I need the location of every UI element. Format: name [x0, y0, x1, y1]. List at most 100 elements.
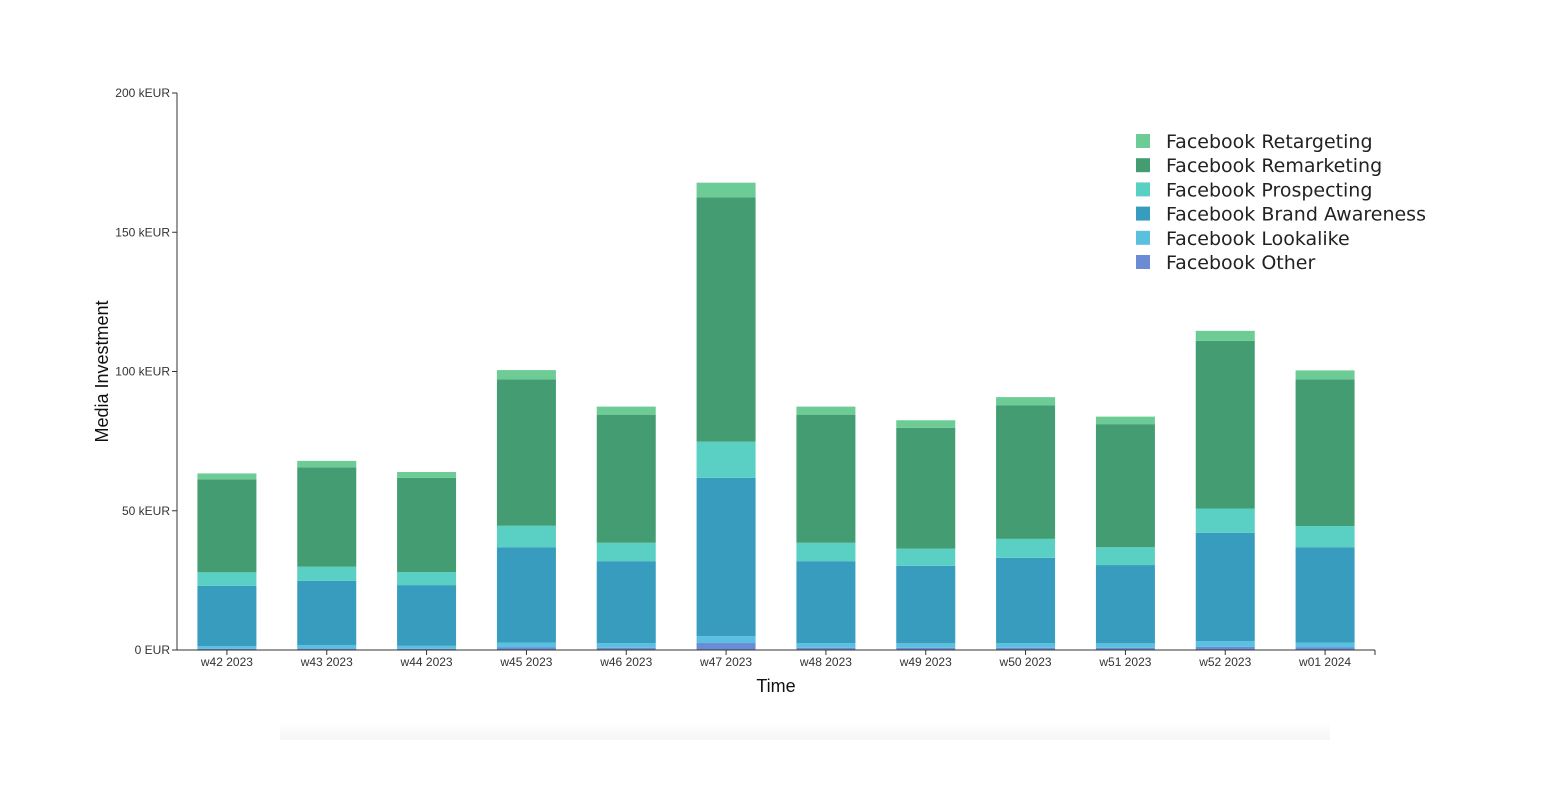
bar-segment-w42-2023-series-5: [197, 473, 257, 480]
legend-label: Facebook Remarketing: [1166, 155, 1382, 177]
x-axis-title: Time: [756, 676, 795, 696]
x-tick-label: w45 2023: [499, 655, 552, 669]
bar-segment-w47-2023-series-3: [696, 441, 756, 478]
x-tick-label: w50 2023: [999, 655, 1052, 669]
x-tick-label: w44 2023: [400, 655, 453, 669]
bar-segment-w49-2023-series-4: [896, 427, 956, 549]
bar-segment-w49-2023-series-3: [896, 548, 956, 566]
bar-segment-w52-2023-series-0: [1195, 646, 1255, 650]
bar-segment-w47-2023-series-0: [696, 643, 756, 650]
y-axis-title: Media Investment: [92, 300, 112, 442]
bar-segment-w51-2023-series-4: [1095, 424, 1155, 548]
bar-segment-w49-2023-series-1: [896, 643, 956, 648]
bar-segment-w48-2023-series-5: [796, 406, 856, 415]
legend-label: Facebook Prospecting: [1166, 179, 1372, 201]
x-tick-label: w49 2023: [899, 655, 952, 669]
x-tick-label: w47 2023: [699, 655, 752, 669]
bar-segment-w01-2024-series-2: [1295, 547, 1355, 643]
bar-segment-w52-2023-series-1: [1195, 641, 1255, 647]
bar-segment-w50-2023-series-3: [996, 538, 1056, 558]
bar-segment-w44-2023-series-5: [397, 472, 457, 478]
bar-segment-w46-2023-series-3: [596, 542, 656, 562]
y-tick-label: 200 kEUR: [115, 86, 170, 100]
bar-segment-w51-2023-series-0: [1095, 647, 1155, 650]
bar-segment-w46-2023-series-4: [596, 414, 656, 543]
y-tick-label: 150 kEUR: [115, 225, 170, 239]
bar-segment-w44-2023-series-1: [397, 645, 457, 649]
bar-segment-w42-2023-series-3: [197, 572, 257, 586]
bar-segment-w46-2023-series-1: [596, 643, 656, 648]
legend-swatch: [1136, 182, 1150, 197]
bar-segment-w01-2024-series-0: [1295, 647, 1355, 650]
bar-segment-w45-2023-series-5: [496, 370, 556, 380]
bar-segment-w48-2023-series-4: [796, 414, 856, 543]
bar-segment-w48-2023-series-0: [796, 647, 856, 650]
bar-segment-w51-2023-series-1: [1095, 643, 1155, 648]
x-tick-label: w42 2023: [200, 655, 253, 669]
bar-segment-w43-2023-series-4: [297, 467, 357, 567]
bar-segment-w01-2024-series-1: [1295, 642, 1355, 648]
bar-segment-w49-2023-series-2: [896, 565, 956, 644]
legend-swatch: [1136, 206, 1150, 221]
bar-segment-w49-2023-series-5: [896, 420, 956, 428]
legend-label: Facebook Brand Awareness: [1166, 204, 1426, 226]
bar-segment-w45-2023-series-3: [496, 525, 556, 548]
bar-segment-w47-2023-series-2: [696, 477, 756, 637]
bar-segment-w43-2023-series-2: [297, 580, 357, 645]
bar-segment-w52-2023-series-4: [1195, 340, 1255, 509]
bar-segment-w50-2023-series-0: [996, 647, 1056, 650]
bar-segment-w48-2023-series-1: [796, 643, 856, 648]
bar-segment-w01-2024-series-5: [1295, 370, 1355, 380]
bar-segment-w42-2023-series-4: [197, 479, 257, 573]
bar-segment-w52-2023-series-3: [1195, 508, 1255, 533]
bar-segment-w51-2023-series-3: [1095, 547, 1155, 566]
x-tick-label: w52 2023: [1198, 655, 1251, 669]
y-tick-label: 0 EUR: [135, 643, 171, 657]
bar-segment-w45-2023-series-2: [496, 547, 556, 643]
legend-label: Facebook Lookalike: [1166, 228, 1350, 250]
bar-segment-w46-2023-series-5: [596, 406, 656, 415]
bar-segment-w45-2023-series-1: [496, 642, 556, 648]
x-tick-label: w51 2023: [1098, 655, 1151, 669]
bar-segment-w47-2023-series-5: [696, 182, 756, 198]
legend-swatch: [1136, 230, 1150, 245]
bar-segment-w51-2023-series-5: [1095, 416, 1155, 425]
x-tick-label: w43 2023: [300, 655, 353, 669]
bar-segment-w48-2023-series-2: [796, 561, 856, 644]
bar-segment-w47-2023-series-1: [696, 636, 756, 644]
bar-segment-w51-2023-series-2: [1095, 565, 1155, 644]
bar-segment-w48-2023-series-3: [796, 542, 856, 562]
bar-segment-w42-2023-series-0: [197, 648, 257, 650]
bar-segment-w47-2023-series-4: [696, 197, 756, 442]
bar-segment-w01-2024-series-4: [1295, 379, 1355, 527]
bar-segment-w50-2023-series-4: [996, 405, 1056, 539]
bars-layer: [197, 182, 1355, 650]
bar-segment-w42-2023-series-2: [197, 585, 257, 647]
y-axis: 0 EUR 50 kEUR 100 kEUR 150 kEUR 200 kEUR: [115, 86, 178, 657]
x-axis: w42 2023 w43 2023 w44 2023 w45 2023 w46 2023…: [177, 649, 1376, 669]
bar-segment-w44-2023-series-2: [397, 585, 457, 646]
bar-segment-w52-2023-series-2: [1195, 532, 1255, 642]
bar-segment-w45-2023-series-0: [496, 647, 556, 650]
bar-segment-w49-2023-series-0: [896, 647, 956, 650]
bar-segment-w45-2023-series-4: [496, 379, 556, 526]
x-tick-label: w01 2024: [1298, 655, 1351, 669]
legend-label: Facebook Other: [1166, 252, 1315, 274]
bar-segment-w43-2023-series-0: [297, 648, 357, 650]
bar-segment-w44-2023-series-4: [397, 477, 457, 573]
bar-segment-w43-2023-series-3: [297, 566, 357, 581]
bar-segment-w52-2023-series-5: [1195, 330, 1255, 341]
bar-segment-w46-2023-series-2: [596, 561, 656, 644]
x-tick-label: w48 2023: [799, 655, 852, 669]
legend-swatch: [1136, 134, 1150, 148]
legend-swatch: [1136, 158, 1150, 173]
bar-segment-w43-2023-series-1: [297, 644, 357, 649]
bottom-shadow: [280, 722, 1330, 740]
y-tick-label: 100 kEUR: [115, 365, 170, 379]
bar-segment-w50-2023-series-1: [996, 643, 1056, 648]
bar-segment-w44-2023-series-0: [397, 648, 457, 650]
bar-segment-w43-2023-series-5: [297, 460, 357, 468]
x-tick-label: w46 2023: [599, 655, 652, 669]
